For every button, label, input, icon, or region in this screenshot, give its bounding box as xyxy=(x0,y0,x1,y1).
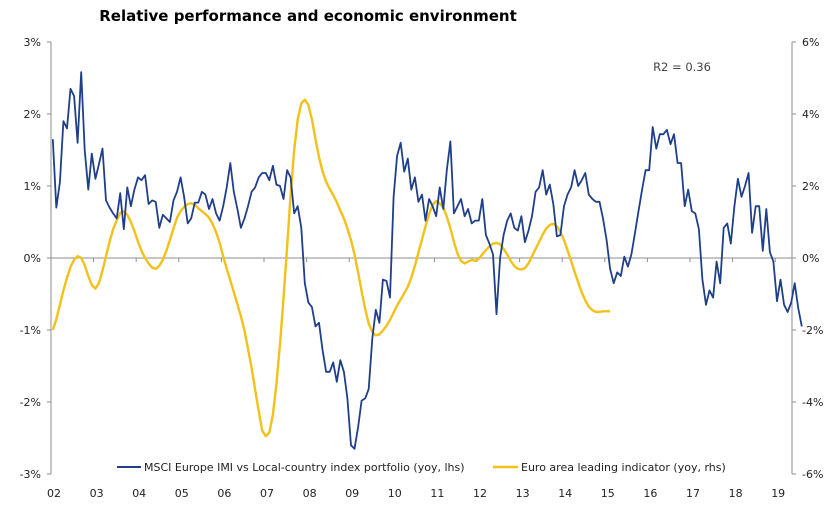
right-tick-label: 2% xyxy=(802,180,819,193)
x-tick-label: 11 xyxy=(430,487,444,500)
right-axis-ticks: 6% 4% 2% 0% -2% -4% -6% xyxy=(792,36,823,481)
x-tick-label: 02 xyxy=(47,487,61,500)
right-tick-label: -2% xyxy=(802,324,823,337)
right-tick-label: 0% xyxy=(802,252,819,265)
series-line-yellow-euro-leading-indicator xyxy=(51,98,611,438)
left-tick-label: -3% xyxy=(20,468,41,481)
x-tick-label: 04 xyxy=(132,487,146,500)
left-axis-ticks: 3% 2% 1% 0% -1% -2% -3% xyxy=(20,36,51,481)
right-tick-label: -6% xyxy=(802,468,823,481)
x-tick-label: 18 xyxy=(729,487,743,500)
x-tick-label: 09 xyxy=(345,487,359,500)
x-axis-ticks: 02 03 04 05 06 07 08 09 10 11 12 13 14 15 16 17 18 19 xyxy=(47,258,785,500)
legend: MSCI Europe IMI vs Local-country index p… xyxy=(117,461,726,474)
x-tick-label: 14 xyxy=(558,487,572,500)
right-tick-label: 4% xyxy=(802,108,819,121)
r-squared-annotation: R2 = 0.36 xyxy=(653,60,711,74)
x-tick-label: 06 xyxy=(217,487,231,500)
right-tick-label: -4% xyxy=(802,396,823,409)
x-tick-label: 05 xyxy=(175,487,189,500)
x-tick-label: 03 xyxy=(90,487,104,500)
x-tick-label: 10 xyxy=(388,487,402,500)
legend-label-euro-indicator: Euro area leading indicator (yoy, rhs) xyxy=(521,461,726,474)
left-tick-label: 1% xyxy=(24,180,41,193)
x-tick-label: 12 xyxy=(473,487,487,500)
axes xyxy=(50,42,793,474)
left-tick-label: 0% xyxy=(24,252,41,265)
x-tick-label: 17 xyxy=(686,487,700,500)
left-tick-label: -2% xyxy=(20,396,41,409)
x-tick-label: 07 xyxy=(260,487,274,500)
legend-label-msci: MSCI Europe IMI vs Local-country index p… xyxy=(144,461,465,474)
x-tick-label: 08 xyxy=(303,487,317,500)
x-tick-label: 16 xyxy=(643,487,657,500)
x-tick-label: 19 xyxy=(771,487,785,500)
x-tick-label: 13 xyxy=(516,487,530,500)
right-tick-label: 6% xyxy=(802,36,819,49)
chart-title: Relative performance and economic enviro… xyxy=(99,7,517,25)
left-tick-label: -1% xyxy=(20,324,41,337)
series-line-blue-msci-relative xyxy=(51,71,803,450)
x-tick-label: 15 xyxy=(601,487,615,500)
left-tick-label: 3% xyxy=(24,36,41,49)
left-tick-label: 2% xyxy=(24,108,41,121)
